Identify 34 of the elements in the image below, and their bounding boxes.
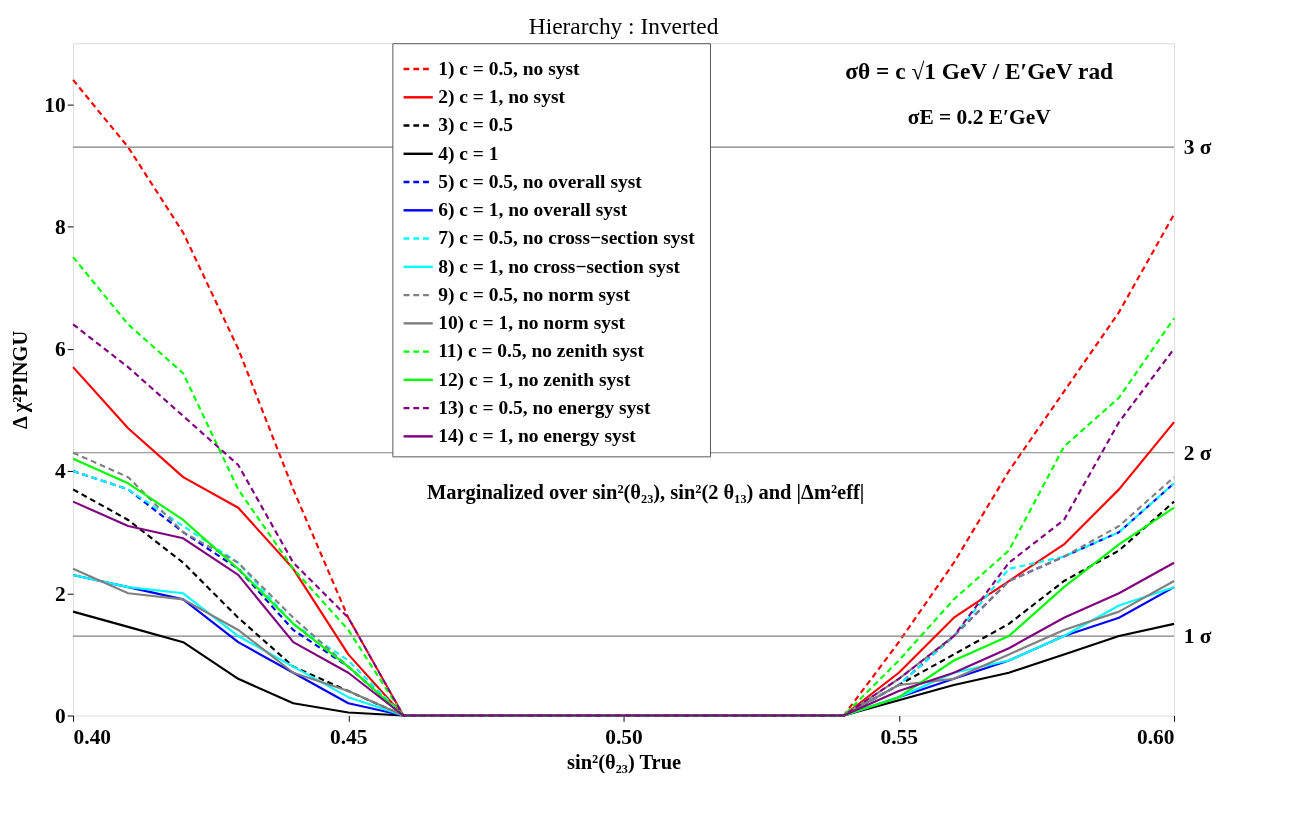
x-tick-label: 0.40: [73, 725, 112, 750]
ref-line-label: 2 σ: [1183, 440, 1212, 465]
legend-label: 10) c = 1, no norm syst: [438, 312, 626, 335]
x-tick-label: 0.45: [330, 725, 368, 750]
x-axis-title: sin²(θ₂₃) True: [566, 750, 682, 774]
y-tick-label: 6: [55, 337, 67, 362]
chart-title: Hierarchy : Inverted: [528, 12, 719, 39]
x-tick-label: 0.50: [605, 725, 643, 750]
x-tick-label: 0.60: [1137, 725, 1175, 750]
annotation: σθ = c √1 GeV / E′GeV rad: [845, 58, 1114, 85]
legend-label: 5) c = 0.5, no overall syst: [438, 170, 643, 193]
y-tick-label: 10: [44, 92, 66, 117]
legend-label: 13) c = 0.5, no energy syst: [438, 396, 651, 419]
legend-label: 1) c = 0.5, no syst: [438, 57, 581, 80]
annotation: Marginalized over sin²(θ₂₃), sin²(2 θ₁₃) and |Δm²eff|: [426, 481, 865, 505]
y-axis-title: Δ χ²PINGU: [8, 330, 32, 430]
y-tick-label: 8: [55, 214, 66, 239]
x-tick-label: 0.55: [880, 725, 919, 750]
legend-label: 4) c = 1: [438, 142, 499, 165]
legend-label: 7) c = 0.5, no cross−section syst: [438, 227, 696, 250]
y-tick-label: 4: [55, 459, 67, 484]
legend-label: 12) c = 1, no zenith syst: [438, 368, 631, 391]
y-tick-label: 2: [55, 581, 66, 606]
legend-label: 14) c = 1, no energy syst: [438, 425, 637, 448]
legend-label: 11) c = 0.5, no zenith syst: [438, 340, 645, 363]
y-tick-label: 0: [55, 703, 66, 728]
annotation: σE = 0.2 E′GeV: [907, 105, 1052, 130]
legend-label: 2) c = 1, no syst: [438, 86, 566, 109]
legend-label: 6) c = 1, no overall syst: [438, 199, 628, 222]
legend-label: 9) c = 0.5, no norm syst: [438, 283, 631, 306]
legend-label: 8) c = 1, no cross−section syst: [438, 255, 681, 278]
ref-line-label: 3 σ: [1183, 134, 1212, 159]
ref-line-label: 1 σ: [1183, 623, 1212, 648]
legend-label: 3) c = 0.5: [438, 114, 514, 137]
